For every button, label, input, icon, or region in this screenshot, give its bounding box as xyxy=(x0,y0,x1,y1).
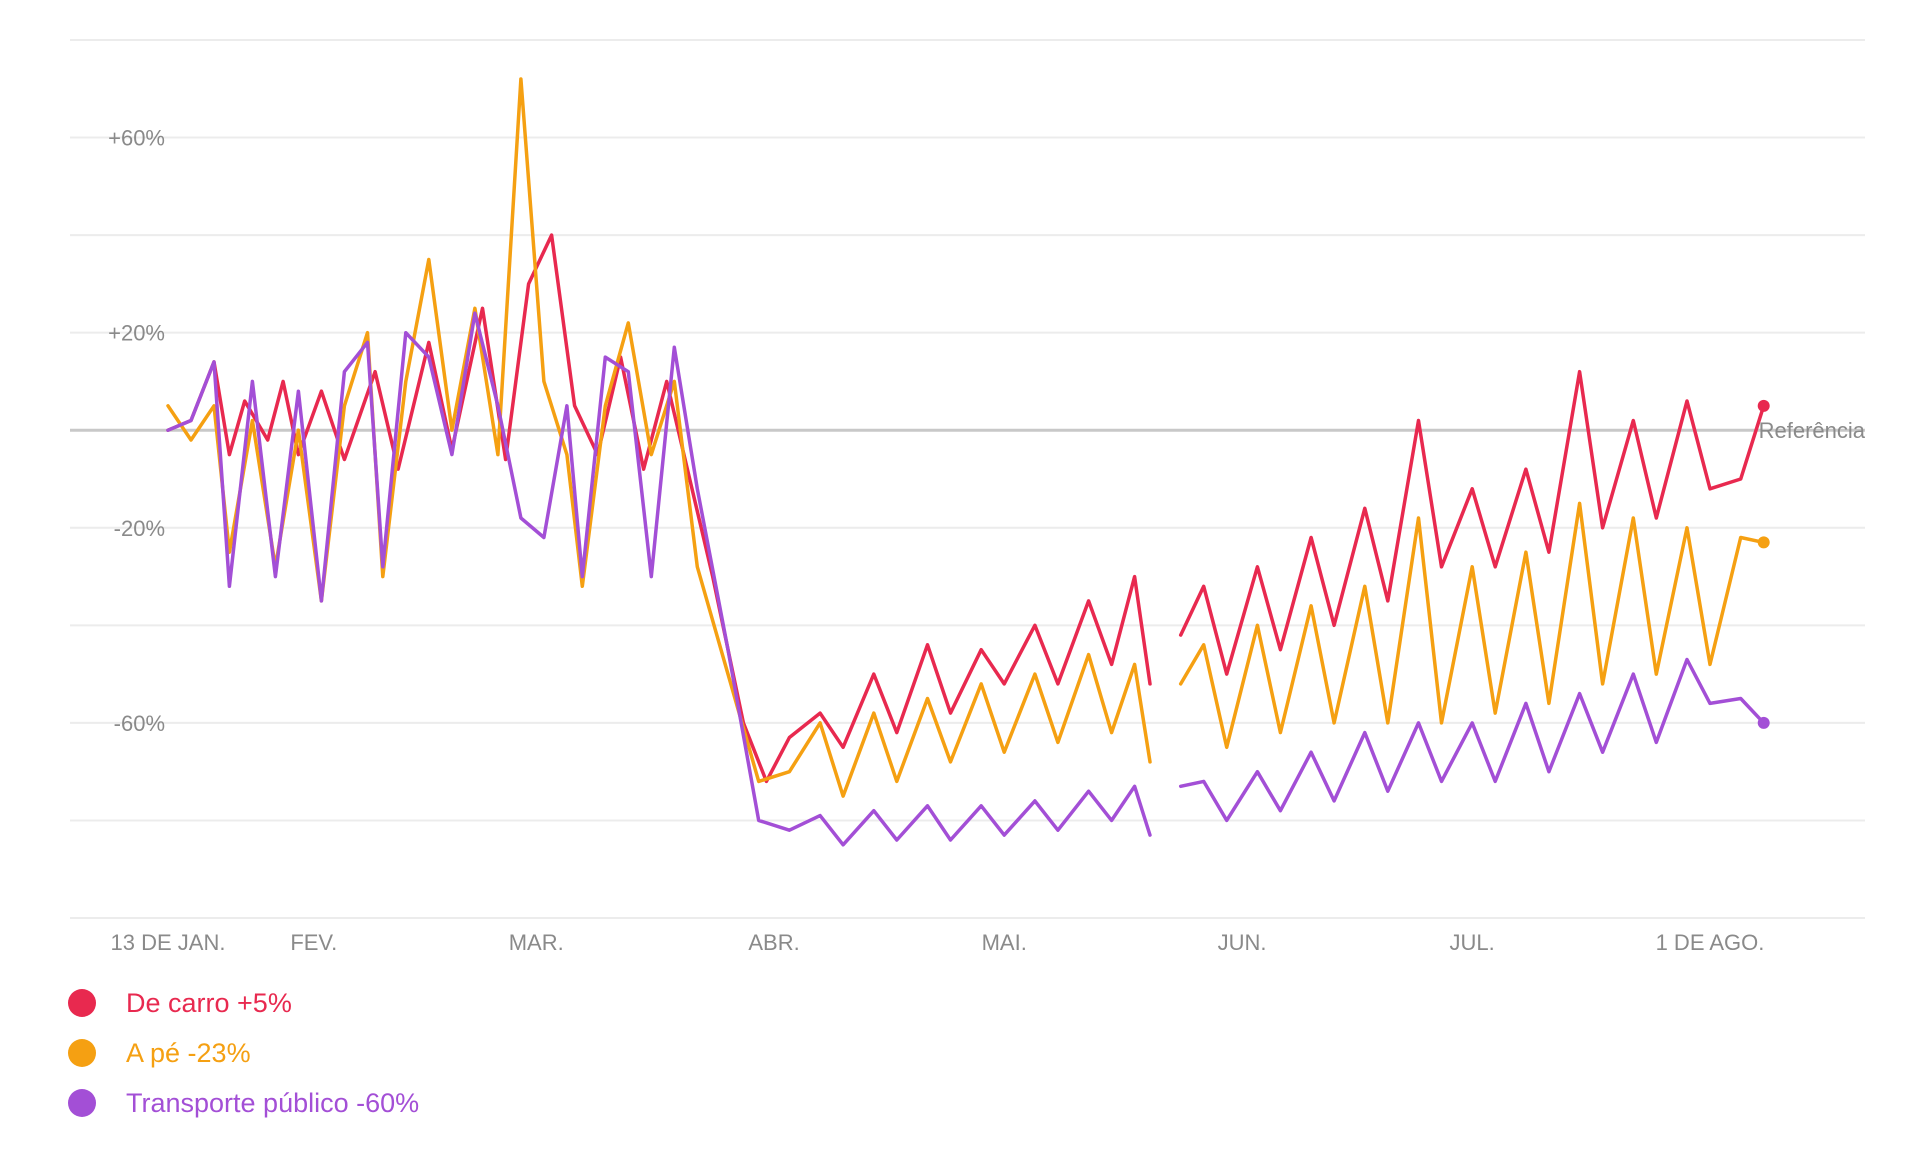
x-tick-label: ABR. xyxy=(748,930,799,955)
legend-dot-transit xyxy=(68,1089,96,1117)
y-tick-label: +60% xyxy=(108,126,165,151)
legend-item-transit[interactable]: Transporte público -60% xyxy=(68,1078,419,1128)
legend-label-walk: A pé -23% xyxy=(126,1037,251,1068)
x-tick-label: 1 DE AGO. xyxy=(1656,930,1765,955)
legend-dot-car xyxy=(68,989,96,1017)
x-tick-label: MAR. xyxy=(509,930,564,955)
series-line-0 xyxy=(166,233,1766,784)
x-tick-label: FEV. xyxy=(290,930,337,955)
x-tick-label: JUL. xyxy=(1450,930,1495,955)
y-tick-label: -60% xyxy=(114,711,165,736)
x-tick-label: MAI. xyxy=(982,930,1027,955)
legend: De carro +5% A pé -23% Transporte públic… xyxy=(68,978,419,1128)
x-tick-label: 13 DE JAN. xyxy=(111,930,226,955)
x-tick-label: JUN. xyxy=(1218,930,1267,955)
y-tick-label: +20% xyxy=(108,321,165,346)
legend-label-car: De carro +5% xyxy=(126,987,292,1018)
series-end-point-2 xyxy=(1757,716,1770,729)
series-end-point-0 xyxy=(1757,399,1770,412)
baseline-label: Referência xyxy=(1759,418,1866,443)
series-line-2 xyxy=(166,311,1766,847)
series-end-point-1 xyxy=(1757,536,1770,549)
legend-dot-walk xyxy=(68,1039,96,1067)
legend-item-walk[interactable]: A pé -23% xyxy=(68,1028,419,1078)
legend-label-transit: Transporte público -60% xyxy=(126,1087,420,1118)
y-tick-label: -20% xyxy=(114,516,165,541)
legend-item-car[interactable]: De carro +5% xyxy=(68,978,419,1028)
